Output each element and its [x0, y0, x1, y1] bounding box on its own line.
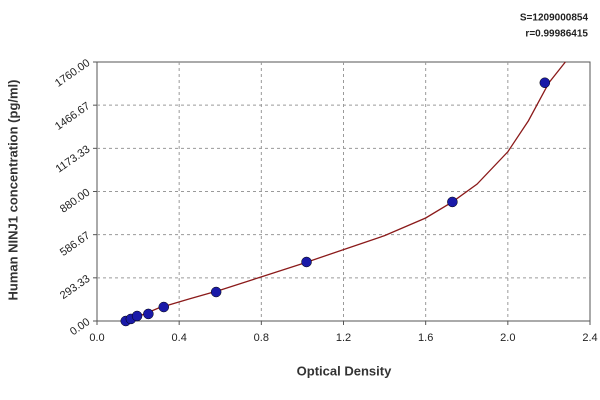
fit-curve — [123, 61, 566, 322]
x-tick-label: 2.0 — [500, 332, 515, 344]
x-tick-label: 0.0 — [89, 332, 104, 344]
x-tick-label: 1.2 — [336, 332, 351, 344]
data-point — [143, 308, 154, 320]
y-tick-label: 293.33 — [58, 273, 92, 302]
data-point — [131, 310, 143, 322]
data-point — [447, 196, 458, 208]
y-tick-label: 880.00 — [58, 187, 92, 216]
x-tick-label: 0.8 — [254, 332, 269, 344]
annotation: S=1209000854 — [520, 13, 589, 24]
y-axis-title: Human NINJ1 concentration (pg/ml) — [5, 79, 20, 300]
x-tick-label: 1.6 — [418, 332, 433, 344]
x-tick-label: 0.4 — [172, 332, 187, 344]
y-tick-label: 1760.00 — [53, 57, 92, 90]
y-tick-label: 1173.33 — [54, 143, 93, 175]
x-tick-label: 2.4 — [582, 332, 597, 344]
x-axis-title: Optical Density — [297, 363, 392, 378]
annotation: r=0.99986415 — [525, 29, 588, 40]
y-tick-label: 1466.67 — [53, 100, 92, 133]
data-point — [158, 301, 170, 313]
data-point — [301, 256, 312, 268]
data-point — [539, 77, 551, 88]
y-tick-label: 586.67 — [58, 230, 92, 259]
data-point — [210, 286, 222, 298]
